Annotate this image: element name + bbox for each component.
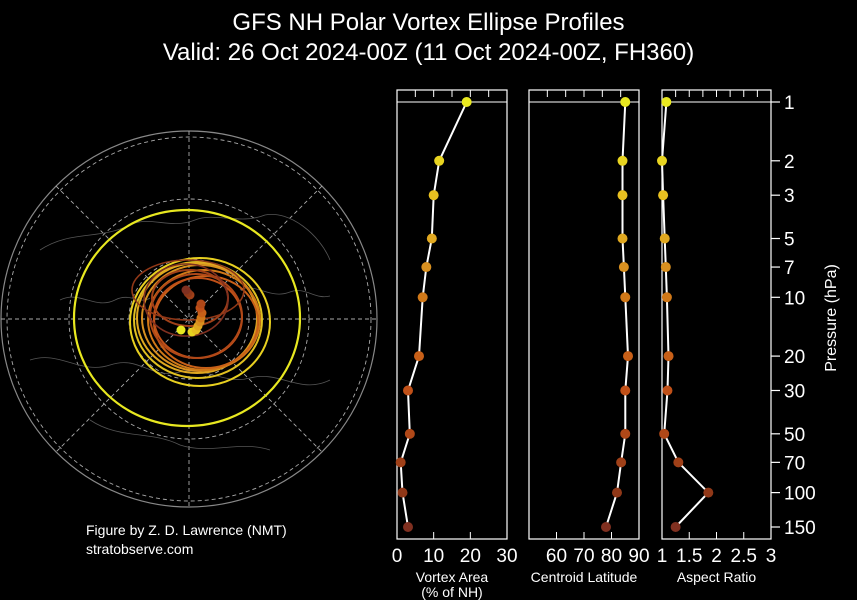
coastline	[39, 213, 331, 261]
profile-point	[426, 233, 437, 244]
pressure-tick-label: 3	[784, 186, 795, 207]
profile-point	[601, 522, 611, 532]
chart-title-line2: Valid: 26 Oct 2024-00Z (11 Oct 2024-00Z,…	[162, 39, 695, 66]
profile-point	[659, 233, 670, 244]
profile-point	[403, 385, 413, 396]
x-tick-label: 10	[423, 546, 444, 567]
vortex-ellipse	[72, 208, 302, 428]
x-tick-label: 70	[573, 546, 594, 567]
profile-point	[657, 155, 667, 166]
profile-point	[620, 97, 631, 107]
profile-point	[659, 428, 670, 439]
profile-panel-1: 0 10 20 30 Vortex Area(% of NH)	[392, 89, 518, 600]
coastline	[29, 357, 331, 386]
vortex-ellipse	[143, 263, 229, 337]
profile-point	[404, 428, 415, 439]
x-axis-label: Aspect Ratio	[677, 569, 757, 585]
profile-point	[612, 487, 622, 498]
vortex-ellipse	[133, 261, 263, 379]
panel-frame	[661, 89, 772, 540]
profile-point	[658, 190, 669, 201]
pressure-tick-label: 7	[784, 258, 795, 279]
profile-point	[397, 487, 408, 498]
profile-point	[623, 351, 633, 362]
profile-point	[703, 487, 714, 498]
profile-point	[617, 155, 628, 166]
x-axis-label: Centroid Latitude	[531, 569, 638, 585]
x-axis-label: Vortex Area	[416, 569, 489, 585]
vortex-ellipse	[149, 273, 243, 359]
profile-point	[620, 385, 631, 396]
x-tick-label: 0	[392, 546, 403, 567]
profile-panel-3: 1 1.5 2 2.5 3 Aspect Ratio	[657, 89, 777, 585]
profile-point	[673, 457, 684, 468]
x-tick-label: 30	[496, 546, 517, 567]
credit-author: Figure by Z. D. Lawrence (NMT)	[86, 522, 287, 538]
chart-title-line1: GFS NH Polar Vortex Ellipse Profiles	[232, 9, 625, 36]
panel-frame	[396, 89, 508, 540]
pressure-tick-label: 2	[784, 152, 795, 173]
profile-point	[395, 457, 406, 468]
profile-point	[617, 233, 628, 244]
profile-point	[620, 292, 631, 303]
x-tick-label: 2	[711, 546, 722, 567]
x-tick-label: 3	[766, 546, 777, 567]
profile-point	[417, 292, 428, 303]
pressure-tick-label: 1	[784, 93, 795, 114]
profile-panel-2: 60 70 80 90 Centroid Latitude	[528, 89, 650, 585]
profile-point	[461, 97, 472, 107]
profile-panels: 0 10 20 30 Vortex Area(% of NH) 60 70 80 90 Centr…	[392, 89, 840, 600]
pressure-tick-label: 100	[784, 484, 816, 505]
profile-point	[434, 155, 445, 166]
pressure-tick-label: 30	[784, 381, 805, 402]
x-tick-label: 60	[546, 546, 567, 567]
centroid-dot	[181, 285, 191, 295]
profile-point	[661, 97, 672, 107]
x-tick-label: 90	[628, 546, 649, 567]
pressure-tick-label: 50	[784, 425, 805, 446]
coastline	[239, 287, 331, 298]
profile-point	[620, 428, 631, 439]
profile-point	[617, 190, 628, 201]
profile-point	[403, 522, 413, 532]
profile-point	[670, 522, 681, 532]
pressure-tick-label: 150	[784, 518, 816, 539]
x-tick-label: 80	[601, 546, 622, 567]
vortex-ellipse	[129, 257, 271, 387]
pressure-tick-label: 20	[784, 347, 805, 368]
profile-point	[660, 262, 671, 273]
vortex-ellipse	[131, 259, 245, 321]
profile-point	[428, 190, 439, 201]
profile-line	[605, 101, 630, 528]
profile-line	[399, 101, 468, 528]
profile-point	[662, 385, 673, 396]
x-tick-label: 1.5	[676, 546, 702, 567]
x-axis-label: (% of NH)	[421, 584, 482, 600]
polar-map	[0, 130, 378, 508]
profile-point	[618, 262, 629, 273]
pressure-tick-label: 5	[784, 230, 795, 251]
centroid-dot	[196, 299, 206, 309]
profile-point	[663, 351, 674, 362]
x-tick-label: 1	[657, 546, 668, 567]
profile-point	[414, 351, 424, 362]
pressure-axis: 1 2 3 5 7 10 20 30 50 70 100 150 Pressure (hPa)	[771, 93, 840, 539]
latitude-circle	[6, 136, 372, 502]
pressure-tick-label: 70	[784, 453, 805, 474]
profile-point	[661, 292, 672, 303]
pressure-axis-label: Pressure (hPa)	[823, 264, 840, 372]
profile-point	[421, 262, 432, 273]
coastline	[89, 419, 271, 451]
centroid-dot	[176, 325, 186, 335]
vortex-ellipse	[147, 269, 261, 371]
credit-site: stratobserve.com	[86, 541, 194, 557]
x-tick-label: 20	[460, 546, 481, 567]
pressure-tick-label: 10	[784, 288, 805, 309]
profile-point	[616, 457, 627, 468]
x-tick-label: 2.5	[731, 546, 757, 567]
profile-line	[660, 101, 710, 528]
